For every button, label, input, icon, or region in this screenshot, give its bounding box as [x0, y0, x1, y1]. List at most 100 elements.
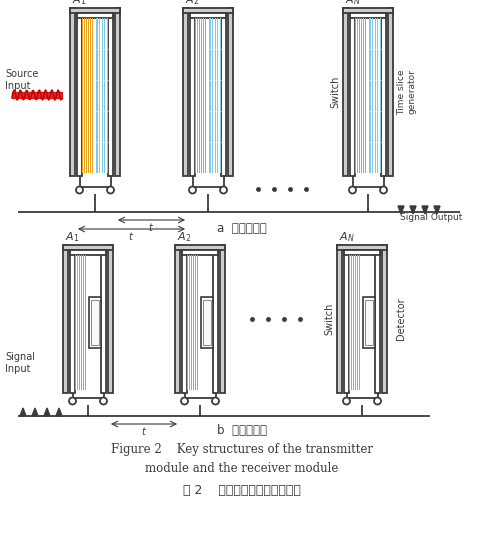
Bar	[228, 8, 233, 176]
Bar	[388, 8, 393, 176]
Bar	[104, 18, 106, 173]
Bar	[63, 245, 68, 393]
Bar	[361, 18, 362, 173]
Bar	[70, 8, 120, 13]
Circle shape	[107, 186, 114, 193]
Bar	[86, 18, 87, 173]
Bar	[83, 255, 84, 390]
Bar	[205, 18, 206, 173]
Bar	[99, 18, 100, 173]
Circle shape	[189, 186, 196, 193]
Text: module and the receiver module: module and the receiver module	[145, 461, 339, 475]
Text: $A_N$: $A_N$	[339, 230, 355, 244]
Text: Switch: Switch	[324, 303, 334, 335]
Bar	[89, 297, 101, 348]
Bar	[63, 245, 113, 250]
Bar	[195, 18, 196, 173]
Bar	[220, 18, 221, 173]
Bar	[357, 18, 358, 173]
Bar	[102, 18, 103, 173]
Bar	[363, 18, 364, 173]
Text: Switch: Switch	[330, 76, 340, 108]
Bar	[96, 18, 98, 173]
Bar	[183, 8, 188, 176]
Circle shape	[380, 186, 387, 193]
Polygon shape	[20, 408, 26, 416]
Bar	[365, 18, 366, 173]
Bar	[77, 255, 78, 390]
Bar	[337, 245, 387, 250]
Text: Detector: Detector	[396, 298, 406, 340]
Bar	[199, 18, 200, 173]
Text: $A_2$: $A_2$	[177, 230, 191, 244]
Text: $A_2$: $A_2$	[185, 0, 199, 7]
Bar	[193, 255, 194, 390]
Bar	[197, 18, 198, 173]
Text: $A_1$: $A_1$	[65, 230, 79, 244]
Bar	[75, 255, 76, 390]
Circle shape	[76, 186, 83, 193]
Polygon shape	[410, 206, 416, 214]
Bar	[212, 18, 213, 173]
Polygon shape	[44, 408, 50, 416]
Bar	[343, 8, 348, 176]
Polygon shape	[422, 206, 428, 214]
Bar	[70, 250, 106, 255]
Bar	[337, 245, 342, 393]
Bar	[221, 13, 226, 176]
Bar	[344, 250, 380, 255]
Bar	[377, 18, 378, 173]
Bar	[343, 8, 393, 13]
Bar	[202, 300, 211, 345]
Polygon shape	[32, 408, 38, 416]
Bar	[108, 13, 113, 176]
Bar	[92, 18, 93, 173]
Bar	[372, 18, 373, 173]
Text: Time slice
generator: Time slice generator	[397, 69, 417, 115]
Bar	[190, 13, 226, 18]
Bar	[91, 300, 99, 345]
Bar	[90, 18, 91, 173]
Bar	[209, 18, 211, 173]
Circle shape	[343, 397, 350, 404]
Text: $A_1$: $A_1$	[72, 0, 87, 7]
Bar	[195, 255, 196, 390]
Bar	[182, 250, 187, 393]
Circle shape	[181, 397, 188, 404]
Bar	[344, 250, 349, 393]
Bar	[187, 255, 188, 390]
Bar	[84, 18, 85, 173]
Bar	[77, 13, 82, 176]
Text: a  光发射模块: a 光发射模块	[217, 221, 267, 235]
Circle shape	[100, 397, 107, 404]
Bar	[359, 255, 360, 390]
Bar	[353, 255, 354, 390]
Bar	[85, 255, 86, 390]
Polygon shape	[434, 206, 440, 214]
Bar	[217, 18, 218, 173]
Text: 图 2    光发射模块和光接收模块: 图 2 光发射模块和光接收模块	[183, 484, 301, 498]
Bar	[375, 250, 380, 393]
Bar	[70, 250, 75, 393]
Bar	[175, 245, 225, 250]
Bar	[220, 245, 225, 393]
Bar	[350, 13, 386, 18]
Bar	[381, 13, 386, 176]
Bar	[77, 13, 113, 18]
Bar	[200, 297, 213, 348]
Bar	[363, 297, 375, 348]
Bar	[183, 8, 233, 13]
Bar	[81, 255, 82, 390]
Bar	[349, 255, 350, 390]
Text: $t$: $t$	[128, 230, 135, 242]
Text: $t$: $t$	[149, 221, 154, 233]
Bar	[359, 18, 360, 173]
Bar	[82, 18, 83, 173]
Bar	[355, 18, 356, 173]
Polygon shape	[56, 408, 62, 416]
Circle shape	[374, 397, 381, 404]
Bar	[382, 245, 387, 393]
Bar	[364, 300, 373, 345]
Bar	[101, 250, 106, 393]
Bar	[380, 18, 381, 173]
